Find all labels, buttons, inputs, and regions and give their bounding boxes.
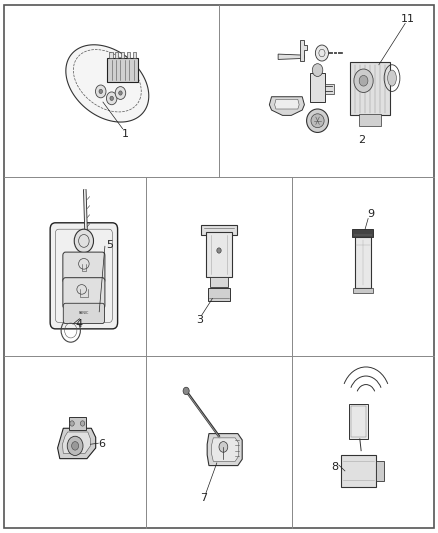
Ellipse shape <box>74 229 93 253</box>
FancyBboxPatch shape <box>350 404 368 439</box>
Ellipse shape <box>312 63 323 76</box>
FancyBboxPatch shape <box>63 252 105 283</box>
Ellipse shape <box>311 114 324 128</box>
Ellipse shape <box>119 91 122 95</box>
Polygon shape <box>278 54 304 60</box>
Text: 11: 11 <box>400 14 414 23</box>
Polygon shape <box>63 432 90 453</box>
Text: 7: 7 <box>200 492 207 503</box>
Polygon shape <box>212 438 239 461</box>
Text: 8: 8 <box>332 462 339 472</box>
Ellipse shape <box>70 421 74 426</box>
Text: 4: 4 <box>76 319 83 328</box>
FancyBboxPatch shape <box>376 461 385 481</box>
Ellipse shape <box>307 109 328 133</box>
Polygon shape <box>207 434 242 466</box>
FancyBboxPatch shape <box>121 52 124 58</box>
Ellipse shape <box>219 441 228 452</box>
Ellipse shape <box>388 70 396 86</box>
FancyBboxPatch shape <box>63 303 104 324</box>
FancyBboxPatch shape <box>208 288 230 301</box>
Ellipse shape <box>110 96 113 100</box>
FancyBboxPatch shape <box>4 5 434 528</box>
Ellipse shape <box>67 436 83 455</box>
FancyBboxPatch shape <box>133 52 136 58</box>
FancyBboxPatch shape <box>115 52 118 58</box>
Ellipse shape <box>354 69 373 92</box>
Ellipse shape <box>115 86 126 99</box>
FancyBboxPatch shape <box>109 52 113 58</box>
FancyBboxPatch shape <box>69 417 86 430</box>
FancyBboxPatch shape <box>201 225 237 235</box>
Ellipse shape <box>106 92 117 104</box>
FancyBboxPatch shape <box>350 62 390 116</box>
Ellipse shape <box>71 441 79 450</box>
Text: 5: 5 <box>106 240 113 250</box>
FancyBboxPatch shape <box>63 278 105 309</box>
Text: 9: 9 <box>367 209 374 219</box>
Text: 1: 1 <box>121 129 128 139</box>
Ellipse shape <box>95 85 106 98</box>
FancyBboxPatch shape <box>206 232 232 277</box>
FancyBboxPatch shape <box>325 84 334 94</box>
Ellipse shape <box>81 421 85 426</box>
Text: 6: 6 <box>98 439 105 449</box>
FancyBboxPatch shape <box>359 114 381 126</box>
FancyBboxPatch shape <box>310 72 325 102</box>
Ellipse shape <box>217 248 221 253</box>
FancyBboxPatch shape <box>50 223 117 329</box>
FancyBboxPatch shape <box>353 288 373 293</box>
FancyBboxPatch shape <box>210 277 228 287</box>
Polygon shape <box>275 99 299 109</box>
FancyBboxPatch shape <box>340 455 376 487</box>
Ellipse shape <box>99 89 102 94</box>
Polygon shape <box>300 40 307 61</box>
Ellipse shape <box>183 387 189 394</box>
Text: 2: 2 <box>358 135 365 146</box>
FancyBboxPatch shape <box>352 229 373 237</box>
Polygon shape <box>269 97 304 116</box>
Polygon shape <box>58 429 96 458</box>
FancyBboxPatch shape <box>354 237 371 288</box>
Polygon shape <box>107 58 138 82</box>
Text: 3: 3 <box>196 315 203 325</box>
Polygon shape <box>66 45 149 122</box>
FancyBboxPatch shape <box>127 52 131 58</box>
Text: PANIC: PANIC <box>79 311 89 316</box>
Ellipse shape <box>315 45 328 61</box>
Ellipse shape <box>359 75 368 86</box>
